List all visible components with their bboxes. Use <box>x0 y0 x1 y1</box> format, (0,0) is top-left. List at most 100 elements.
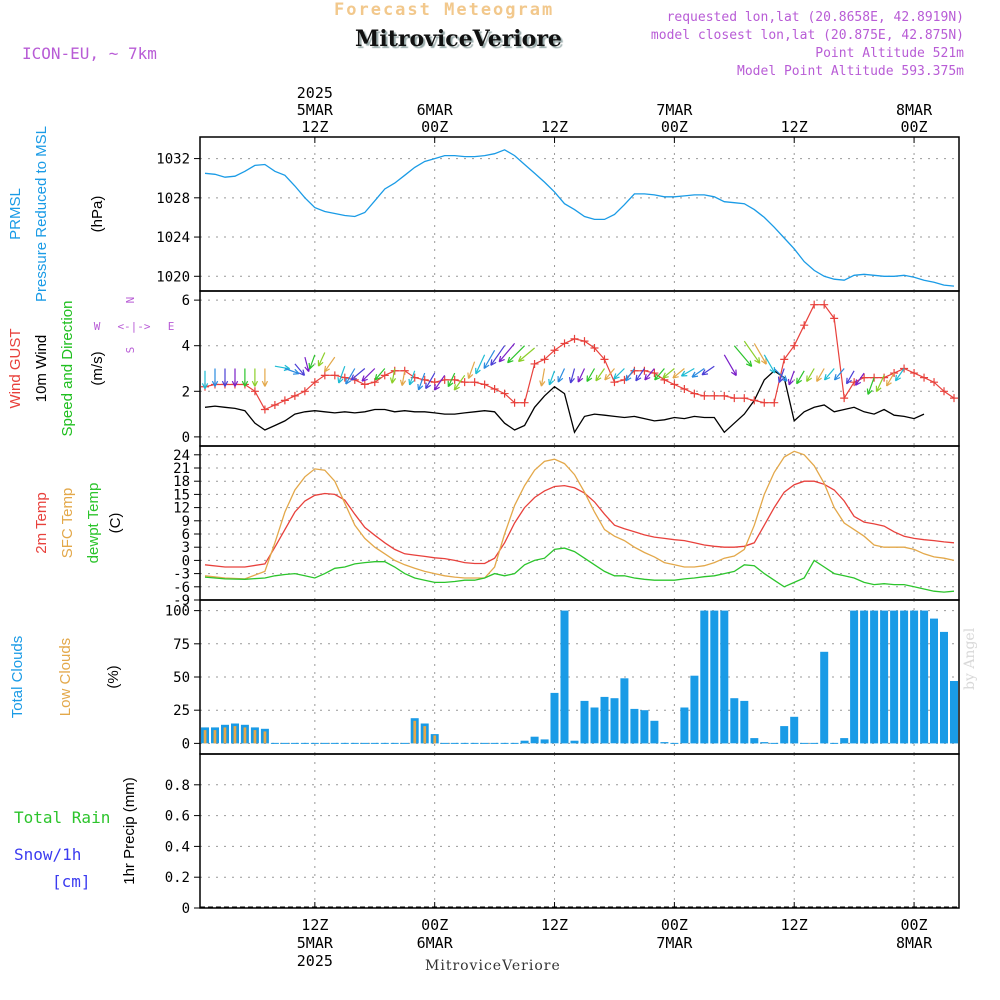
y-tick-label: 1024 <box>156 230 190 246</box>
gust-marker <box>330 371 339 380</box>
gust-marker <box>300 387 309 396</box>
wind-direction-arrow <box>753 343 767 365</box>
panel-label: (C) <box>107 513 124 534</box>
total-cloud-bar <box>560 610 569 744</box>
wind-direction-arrow <box>796 370 805 385</box>
gust-line <box>204 304 955 411</box>
top-time-label: 00Z <box>661 118 688 136</box>
total-cloud-bar <box>540 739 549 744</box>
wind-direction-arrow <box>251 368 259 387</box>
low-cloud-bar <box>423 726 427 744</box>
low-cloud-bar <box>203 730 207 744</box>
wind-direction-arrow <box>261 368 269 387</box>
y-tick-label: 0 <box>182 430 190 446</box>
compass-south: S <box>124 347 137 354</box>
wind-direction-arrow <box>763 354 776 374</box>
wind-direction-arrow <box>345 368 356 385</box>
total-cloud-bar <box>570 740 579 744</box>
wind-direction-arrow <box>595 368 605 382</box>
gust-marker <box>460 378 469 387</box>
wind-direction-arrow <box>308 354 316 370</box>
gust-marker <box>630 366 639 375</box>
wind-direction-arrow <box>350 368 366 381</box>
wind-direction-arrow <box>833 368 845 381</box>
total-cloud-bar <box>620 678 629 744</box>
wind-direction-arrow <box>866 377 875 395</box>
panel-label: dewpt Temp <box>85 483 102 564</box>
wind-direction-arrow <box>777 368 785 384</box>
total-cloud-bar <box>630 708 639 744</box>
panel-label: PRMSL <box>7 188 24 240</box>
top-time-label: 12Z <box>301 118 328 136</box>
total-cloud-bar <box>610 698 619 744</box>
gust-marker <box>600 355 609 364</box>
y-tick-label: 0 <box>182 736 190 752</box>
y-tick-label: 4 <box>182 339 190 355</box>
credit-watermark: by Angel <box>962 627 978 690</box>
y-tick-label: 100 <box>165 604 190 620</box>
wind-direction-arrow <box>231 368 239 387</box>
top-time-label: 2025 <box>297 84 333 102</box>
panel-label: 1hr Precip (mm) <box>121 777 138 885</box>
y-tick-label: 18 <box>173 474 190 490</box>
gust-marker <box>930 378 939 387</box>
gust-marker <box>510 398 519 407</box>
bottom-time-label: 6MAR <box>417 934 454 952</box>
low-cloud-bar <box>263 731 267 744</box>
top-time-label: 00Z <box>901 118 928 136</box>
total-cloud-bar <box>710 610 719 744</box>
wind-direction-arrow <box>483 350 496 369</box>
wind-direction-arrow <box>539 368 546 387</box>
y-tick-label: 12 <box>173 501 190 517</box>
wind-direction-arrow <box>507 345 526 364</box>
y-tick-label: 1032 <box>156 152 190 168</box>
wind-direction-arrow <box>823 368 835 381</box>
gust-marker <box>490 385 499 394</box>
gust-marker <box>830 314 839 323</box>
total-cloud-bar <box>890 610 899 744</box>
total-cloud-bar <box>590 707 599 744</box>
compass-arrow: <-|-> <box>117 320 150 333</box>
panel-label: Wind GUST <box>7 328 24 408</box>
gust-marker <box>540 355 549 364</box>
gust-marker <box>570 334 579 343</box>
wind-direction-arrow <box>604 368 615 381</box>
wind-direction-arrow <box>548 370 556 386</box>
temp-line-2m-temp <box>204 480 955 568</box>
compass-west: W <box>94 320 101 333</box>
wind-direction-arrow <box>875 375 885 393</box>
wind-direction-arrow <box>613 368 625 380</box>
total-cloud-bar <box>690 675 699 744</box>
wind-direction-arrow <box>816 368 825 382</box>
wind-direction-arrow <box>743 340 761 364</box>
gust-marker <box>360 380 369 389</box>
total-cloud-bar <box>880 610 889 744</box>
wind-direction-arrow <box>467 361 476 380</box>
top-time-label: 12Z <box>541 118 568 136</box>
bottom-time-label: 8MAR <box>896 934 933 952</box>
gust-marker <box>740 394 749 403</box>
total-cloud-bar <box>860 610 869 744</box>
footer-station: MitroviceVeriore <box>425 958 561 974</box>
gust-marker <box>340 373 349 382</box>
bottom-time-label: 7MAR <box>656 934 693 952</box>
wind-direction-arrow <box>806 368 815 382</box>
wind-direction-arrow <box>723 354 737 377</box>
top-time-label: 00Z <box>421 118 448 136</box>
chart-title: Forecast Meteogram <box>334 0 555 20</box>
wind-direction-arrow <box>433 374 446 391</box>
gust-marker <box>780 355 789 364</box>
panel-label: SFC Temp <box>59 488 76 559</box>
total-cloud-bar <box>760 742 769 744</box>
total-cloud-bar <box>640 710 649 744</box>
total-cloud-bar <box>780 726 789 744</box>
gust-marker <box>580 337 589 346</box>
wind-direction-arrow <box>337 365 346 384</box>
panel-label: Speed and Direction <box>59 301 76 437</box>
gust-marker <box>550 346 559 355</box>
wind-direction-arrow <box>644 368 655 381</box>
gust-marker <box>520 398 529 407</box>
total-cloud-bar <box>580 700 589 744</box>
wind-direction-arrow <box>221 368 229 387</box>
